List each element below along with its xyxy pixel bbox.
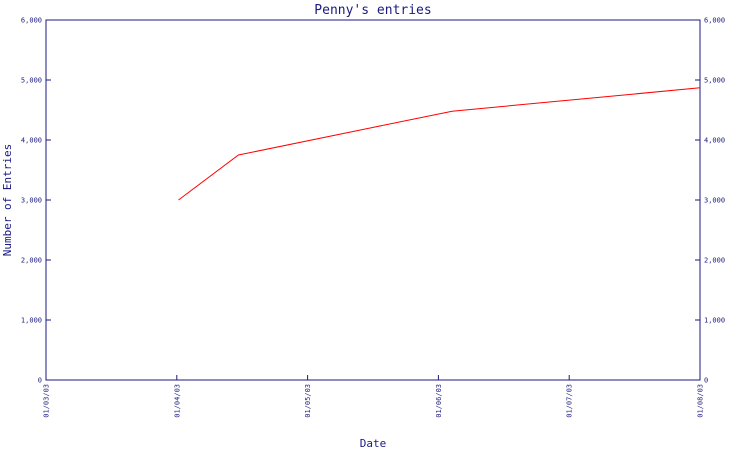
y-tick-label-left: 6,000 xyxy=(21,17,42,25)
y-tick-label-right: 5,000 xyxy=(704,77,725,85)
data-point xyxy=(237,154,239,156)
chart-title: Penny's entries xyxy=(314,3,431,18)
y-tick-label-right: 6,000 xyxy=(704,17,725,25)
y-tick-label-right: 0 xyxy=(704,377,708,385)
data-point xyxy=(699,87,701,89)
y-tick-label-left: 4,000 xyxy=(21,137,42,145)
y-tick-label-right: 2,000 xyxy=(704,257,725,265)
data-point xyxy=(177,199,179,201)
y-tick-label-left: 0 xyxy=(38,377,42,385)
y-tick-label-right: 4,000 xyxy=(704,137,725,145)
x-tick-label: 01/05/03 xyxy=(304,384,312,418)
series-line xyxy=(178,87,701,201)
y-tick-label-right: 3,000 xyxy=(704,197,725,205)
data-point xyxy=(451,110,453,112)
x-tick-label: 01/03/03 xyxy=(43,384,51,418)
x-tick-label: 01/07/03 xyxy=(566,384,574,418)
y-axis-title: Number of Entries xyxy=(1,144,14,257)
x-axis-title: Date xyxy=(360,437,387,450)
x-tick-label: 01/04/03 xyxy=(173,384,181,418)
y-tick-label-right: 1,000 xyxy=(704,317,725,325)
x-tick-label: 01/08/03 xyxy=(697,384,705,418)
y-tick-label-left: 1,000 xyxy=(21,317,42,325)
y-tick-label-left: 2,000 xyxy=(21,257,42,265)
plot-frame xyxy=(45,19,701,381)
y-tick-label-left: 3,000 xyxy=(21,197,42,205)
y-tick-label-left: 5,000 xyxy=(21,77,42,85)
x-tick-label: 01/06/03 xyxy=(435,384,443,418)
